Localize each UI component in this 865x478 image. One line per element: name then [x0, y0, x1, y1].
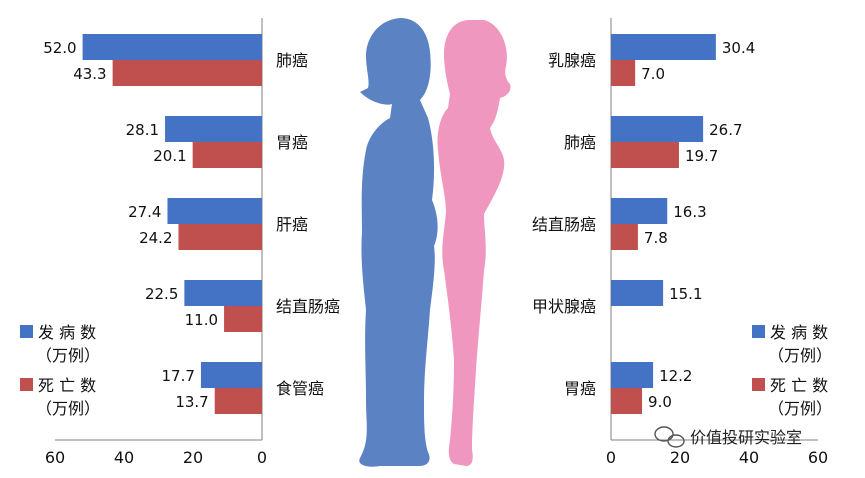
legend-label-incidence: 发 病 数 [38, 323, 96, 342]
bar-incidence-male [200, 362, 262, 388]
value-label-incidence: 15.1 [669, 285, 702, 303]
value-label-incidence: 12.2 [659, 367, 692, 385]
category-label-male: 结直肠癌 [276, 297, 340, 316]
value-label-incidence: 22.5 [145, 285, 178, 303]
value-label-death: 11.0 [185, 311, 218, 329]
bar-incidence-male [82, 34, 262, 60]
legend-unit-death: （万例） [768, 399, 832, 418]
category-label-female: 肺癌 [564, 133, 596, 152]
bar-incidence-female [611, 34, 716, 60]
legend-label-death: 死 亡 数 [38, 376, 96, 395]
category-label-male: 食管癌 [276, 379, 324, 398]
x-tick-label-left: 60 [45, 448, 65, 467]
bar-death-male [192, 142, 262, 168]
wechat-logo-icon [654, 426, 685, 448]
bar-incidence-female [611, 280, 664, 306]
bar-death-male [224, 306, 262, 332]
legend-swatch-incidence [20, 325, 33, 338]
x-tick-label-left: 40 [114, 448, 134, 467]
x-tick-label-right: 60 [808, 448, 828, 467]
bar-death-male [112, 60, 263, 86]
bar-death-male [214, 388, 262, 414]
value-label-incidence: 26.7 [709, 121, 742, 139]
x-tick-label-right: 20 [670, 448, 690, 467]
male-silhouette-icon [359, 18, 438, 467]
watermark-text: 价值投研实验室 [690, 428, 802, 447]
category-label-male: 肺癌 [276, 51, 308, 70]
value-label-incidence: 52.0 [43, 39, 76, 57]
bar-incidence-female [611, 198, 668, 224]
bar-death-male [178, 224, 262, 250]
x-tick-label-right: 0 [606, 448, 616, 467]
legend-unit-death: （万例） [36, 399, 100, 418]
value-label-incidence: 27.4 [128, 203, 161, 221]
bar-death-female [611, 142, 679, 168]
bar-incidence-male [167, 198, 262, 224]
value-label-death: 24.2 [139, 229, 172, 247]
value-label-incidence: 16.3 [673, 203, 706, 221]
category-label-female: 结直肠癌 [532, 215, 596, 234]
legend-label-incidence: 发 病 数 [770, 323, 828, 342]
category-label-male: 胃癌 [276, 133, 308, 152]
category-label-female: 乳腺癌 [548, 51, 596, 70]
x-tick-label-left: 0 [257, 448, 267, 467]
bar-incidence-female [611, 116, 704, 142]
bar-death-female [611, 224, 638, 250]
x-tick-label-right: 40 [739, 448, 759, 467]
value-label-incidence: 17.7 [162, 367, 195, 385]
value-label-incidence: 28.1 [126, 121, 159, 139]
value-label-death: 13.7 [175, 393, 208, 411]
x-tick-label-left: 20 [183, 448, 203, 467]
value-label-death: 7.0 [641, 65, 665, 83]
value-label-death: 9.0 [648, 393, 672, 411]
legend-unit-incidence: （万例） [768, 346, 832, 365]
legend-swatch-death [20, 378, 33, 391]
legend-right: 发 病 数 （万例） 死 亡 数 （万例） [752, 323, 832, 418]
female-bars: 30.4 7.0 乳腺癌 26.7 19.7 肺癌 16.3 7.8 结直肠癌 15.1 甲状腺癌 1… [532, 34, 755, 414]
bar-incidence-male [184, 280, 262, 306]
legend-unit-incidence: （万例） [36, 346, 100, 365]
value-label-death: 43.3 [73, 65, 106, 83]
bar-incidence-female [611, 362, 654, 388]
axis-ticks: 60 40 20 0 0 20 40 60 [45, 448, 828, 467]
watermark: 价值投研实验室 [654, 426, 802, 448]
value-label-death: 20.1 [153, 147, 186, 165]
value-label-incidence: 30.4 [722, 39, 755, 57]
female-silhouette-icon [437, 20, 511, 466]
bar-death-female [611, 388, 643, 414]
legend-swatch-incidence [752, 325, 765, 338]
category-label-male: 肝癌 [276, 215, 308, 234]
legend-left: 发 病 数 （万例） 死 亡 数 （万例） [20, 323, 100, 418]
male-bars: 52.0 43.3 肺癌 28.1 20.1 胃癌 27.4 24.2 肝癌 22.5 11.0 结直… [43, 34, 340, 414]
value-label-death: 7.8 [644, 229, 668, 247]
category-label-female: 胃癌 [564, 379, 596, 398]
bar-death-female [611, 60, 636, 86]
legend-label-death: 死 亡 数 [770, 376, 828, 395]
value-label-death: 19.7 [685, 147, 718, 165]
bar-incidence-male [165, 116, 262, 142]
category-label-female: 甲状腺癌 [532, 297, 596, 316]
legend-swatch-death [752, 378, 765, 391]
